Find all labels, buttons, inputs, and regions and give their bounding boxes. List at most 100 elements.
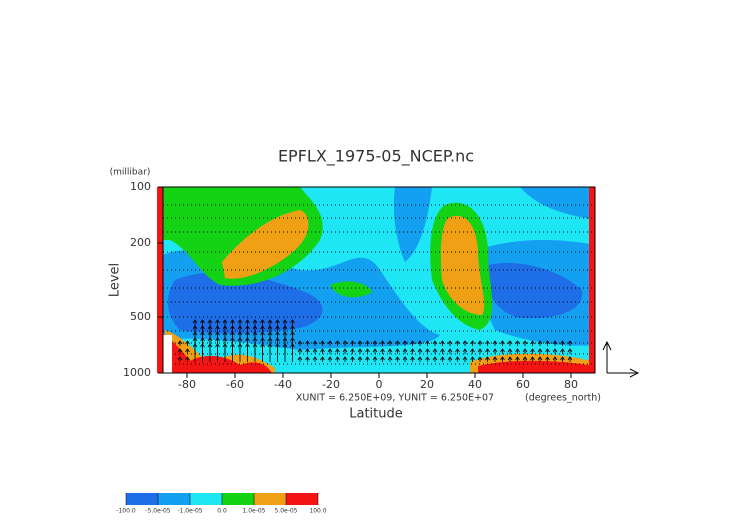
flux-arrow: [545, 348, 550, 354]
x-unit: (degrees_north): [525, 393, 601, 404]
flux-arrow: [350, 348, 355, 354]
flux-arrow: [230, 343, 235, 362]
flux-arrow: [425, 340, 430, 346]
flux-arrow: [387, 348, 393, 354]
flux-arrow: [515, 348, 520, 354]
flux-arrows: [177, 319, 573, 362]
flux-arrow: [275, 343, 280, 362]
flux-arrow: [207, 343, 213, 362]
x-tick-label: -80: [178, 378, 196, 391]
contour-region: [520, 187, 595, 220]
flux-arrow: [327, 348, 333, 354]
colorbar-box: [190, 493, 222, 505]
flux-arrow: [357, 356, 363, 362]
flux-arrow: [357, 348, 363, 354]
flux-arrow: [522, 340, 528, 346]
flux-arrow: [177, 356, 183, 362]
flux-arrow: [515, 356, 520, 362]
flux-arrow: [552, 340, 558, 346]
flux-arrow: [380, 356, 385, 362]
flux-arrow: [567, 356, 573, 362]
flux-arrow: [342, 356, 348, 362]
flux-arrow: [387, 340, 393, 346]
flux-arrow: [507, 356, 513, 362]
flux-arrow: [252, 343, 258, 362]
flux-arrow: [507, 340, 513, 346]
flux-arrow: [410, 340, 415, 346]
flux-arrow: [335, 356, 340, 362]
flux-arrow: [425, 348, 430, 354]
flux-arrow: [492, 348, 498, 354]
y-tick-label: 200: [130, 236, 151, 249]
colorbar-box: [158, 493, 190, 505]
vector-key: [602, 340, 640, 378]
flux-arrow: [485, 340, 490, 346]
colorbar-box: [126, 493, 158, 505]
flux-arrow: [560, 348, 565, 354]
flux-arrow: [447, 340, 453, 346]
flux-arrow: [485, 356, 490, 362]
flux-arrow: [297, 340, 303, 346]
flux-arrow: [462, 340, 468, 346]
flux-arrow: [312, 348, 318, 354]
flux-arrow: [417, 356, 423, 362]
flux-arrow: [395, 348, 400, 354]
annotation: XUNIT = 6.250E+09, YUNIT = 6.250E+07: [296, 393, 494, 404]
flux-arrow: [327, 340, 333, 346]
flux-arrow: [477, 340, 483, 346]
y-tick-label: 100: [130, 180, 151, 193]
contour-region: [589, 187, 595, 373]
flux-arrow: [245, 343, 250, 362]
flux-arrow: [342, 348, 348, 354]
flux-arrow: [305, 356, 310, 362]
y-unit: (millibar): [110, 168, 151, 178]
flux-arrow: [357, 340, 363, 346]
flux-arrow: [432, 356, 438, 362]
flux-arrow: [297, 348, 303, 354]
flux-arrow: [537, 340, 543, 346]
y-axis-label: Level: [108, 263, 123, 297]
flux-arrow: [500, 348, 505, 354]
flux-arrow: [267, 343, 273, 362]
flux-arrow: [522, 348, 528, 354]
flux-arrow: [237, 343, 243, 362]
contour-region: [486, 262, 583, 319]
y-tick-label: 1000: [123, 366, 151, 379]
grid-dots: [163, 204, 595, 365]
contour-region: [222, 210, 309, 279]
flux-arrow: [485, 348, 490, 354]
colorbar-label: 0.0: [217, 508, 227, 515]
flux-arrow: [530, 340, 535, 346]
flux-arrow: [380, 340, 385, 346]
flux-arrow: [282, 343, 288, 362]
flux-arrow: [440, 348, 445, 354]
flux-arrow: [297, 356, 303, 362]
flux-arrow: [462, 348, 468, 354]
flux-arrow: [185, 356, 190, 362]
colorbar-box: [286, 493, 318, 505]
flux-arrow: [402, 348, 408, 354]
flux-arrow: [417, 340, 423, 346]
flux-arrow: [440, 340, 445, 346]
edge-column: [157, 187, 163, 373]
flux-arrow: [530, 348, 535, 354]
flux-arrow: [447, 356, 453, 362]
colorbar-label: -1.0e-05: [177, 508, 202, 515]
flux-arrow: [470, 348, 475, 354]
flux-arrow: [432, 340, 438, 346]
flux-arrow: [365, 340, 370, 346]
flux-arrow: [395, 340, 400, 346]
flux-arrow: [335, 348, 340, 354]
flux-arrow: [372, 348, 378, 354]
colorbar-label: 5.0e-05: [274, 508, 297, 515]
flux-arrow: [455, 348, 460, 354]
x-tick-label: -40: [274, 378, 292, 391]
flux-arrow: [342, 340, 348, 346]
flux-arrow: [410, 348, 415, 354]
x-tick-label: 0: [376, 378, 383, 391]
flux-arrow: [395, 356, 400, 362]
flux-arrow: [432, 348, 438, 354]
flux-arrow: [522, 356, 528, 362]
flux-arrow: [185, 348, 190, 354]
flux-arrow: [545, 356, 550, 362]
